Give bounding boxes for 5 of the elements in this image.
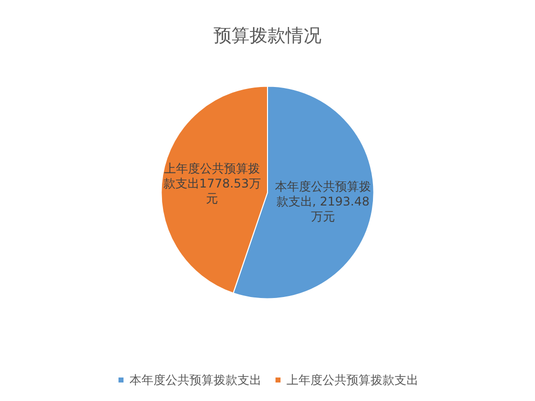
legend-label: 本年度公共预算拨款支出 xyxy=(130,373,262,387)
legend-label: 上年度公共预算拨款支出 xyxy=(286,373,418,387)
data-label: 上年度公共预算拨款支出1778.53万元 xyxy=(163,161,261,206)
data-label: 本年度公共预算拨款支出, 2193.48万元 xyxy=(274,180,371,224)
chart-title: 预算拨款情况 xyxy=(214,26,322,46)
